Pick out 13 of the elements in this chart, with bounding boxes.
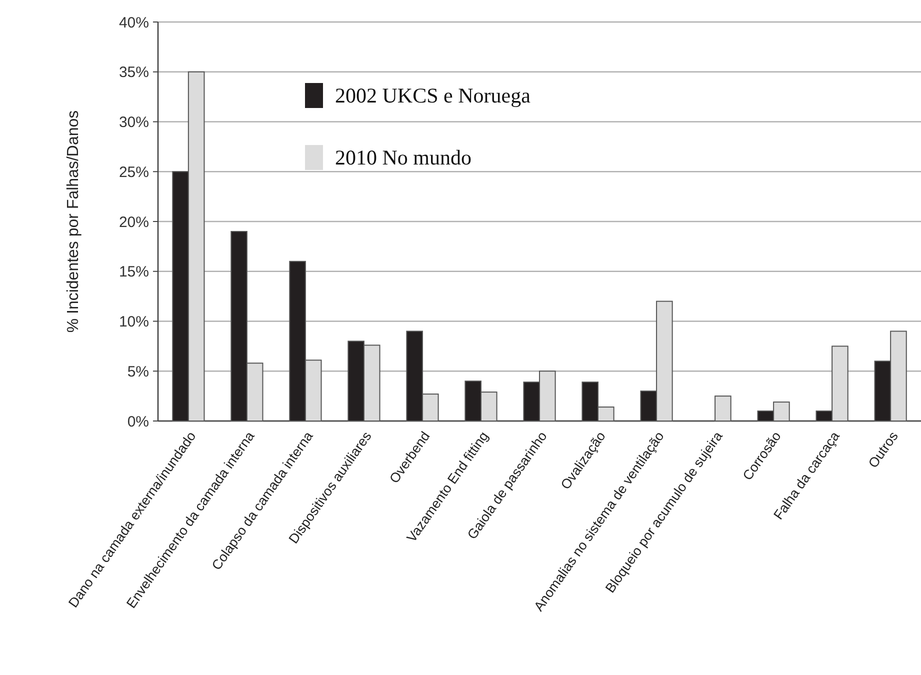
bar <box>714 396 732 422</box>
y-tick-label: 25% <box>118 164 149 181</box>
legend-label: 2002 UKCS e Noruega <box>335 83 532 108</box>
y-tick-label: 15% <box>118 264 149 281</box>
y-tick-label: 30% <box>118 114 149 131</box>
y-tick-label: 35% <box>118 64 149 82</box>
y-tick-label: 0% <box>127 413 149 430</box>
y-axis-title: % Incidentes por Falhas/Danos <box>65 110 82 333</box>
y-tick-label: 5% <box>127 363 149 380</box>
legend-label: 2010 No mundo <box>335 145 472 170</box>
y-tick-label: 10% <box>118 314 149 330</box>
y-tick-label: 40% <box>118 14 149 32</box>
y-tick-label: 20% <box>118 214 149 231</box>
